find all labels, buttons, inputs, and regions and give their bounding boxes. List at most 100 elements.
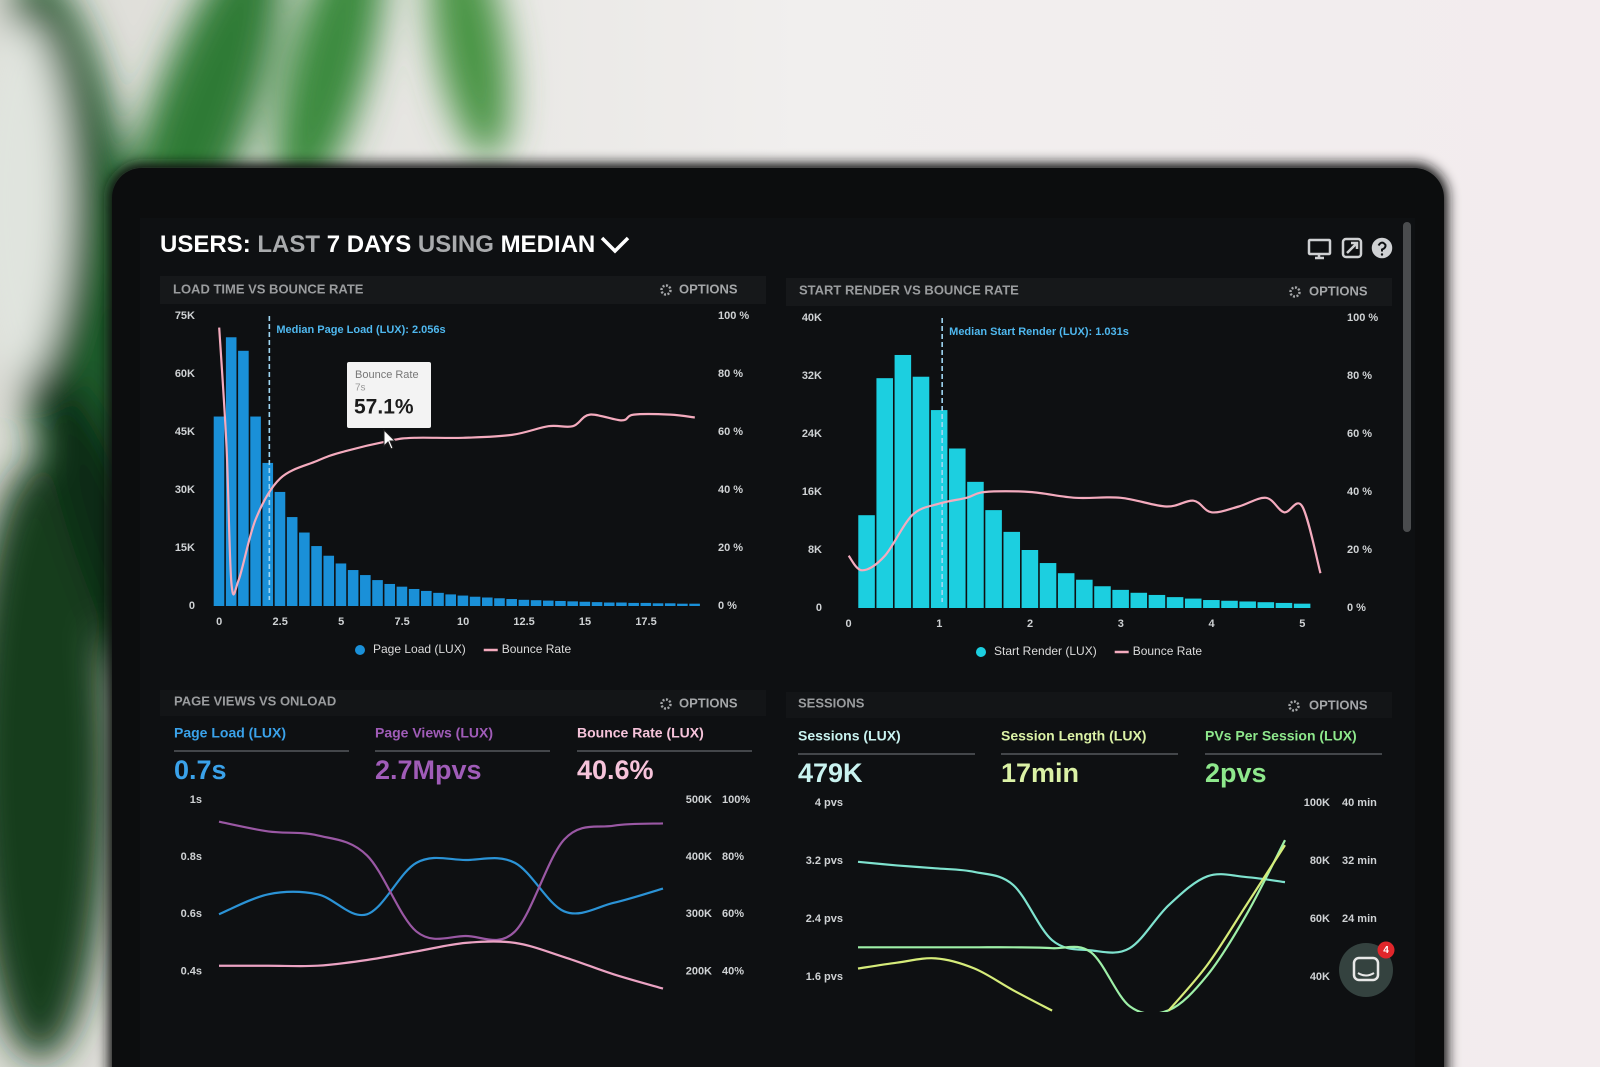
bar [506, 599, 517, 606]
kpi-value: 2pvs [1205, 758, 1267, 788]
options-button[interactable]: OPTIONS [1309, 697, 1368, 712]
kpi-label: Session Length (LUX) [1001, 728, 1146, 744]
bar [335, 563, 347, 606]
title-part: 7 DAYS [327, 231, 412, 258]
x-tick-label: 0 [216, 616, 222, 628]
bar [858, 515, 875, 608]
kpi-value: 479K [798, 758, 863, 788]
y2-tick-label: 0 % [718, 600, 737, 612]
bar [213, 416, 225, 606]
help-icon[interactable] [1371, 237, 1393, 259]
x-tick-label: 1 [936, 618, 942, 630]
monitor-icon[interactable] [1307, 238, 1332, 260]
y-tick-label: 0.6s [181, 908, 202, 920]
x-tick-label: 5 [1299, 618, 1305, 630]
tooltip-value: 57.1% [354, 396, 414, 419]
chart: 4 pvs 3.2 pvs 2.4 pvs 1.6 pvs 100K 80K 60K 40K 4… [806, 797, 1377, 1012]
bar [262, 462, 274, 606]
scrollbar[interactable] [1403, 222, 1411, 532]
y-tick-label: 0 [189, 600, 195, 612]
y-tick-label: 1.6 pvs [806, 971, 843, 983]
bar [967, 481, 984, 608]
y-tick-label: 40K [802, 312, 822, 324]
bar [347, 570, 359, 606]
bar [640, 602, 652, 606]
options-button[interactable]: OPTIONS [679, 281, 738, 296]
bar [1257, 602, 1275, 608]
kpi-value: 17min [1001, 758, 1079, 788]
gear-icon[interactable] [1289, 286, 1301, 298]
x-tick-label: 2 [1027, 618, 1033, 630]
bar [433, 592, 444, 606]
tooltip-box [347, 362, 431, 428]
y3-tick-label: 100% [722, 794, 750, 806]
legend-label: Page Load (LUX) [373, 642, 466, 656]
bar [457, 595, 469, 606]
y2-tick-label: 400K [686, 851, 712, 863]
y-tick-label: 32K [802, 370, 822, 382]
toolbar-icons [1307, 237, 1393, 260]
y-tick-label: 16K [802, 486, 822, 498]
bar [421, 590, 432, 606]
bar [469, 596, 481, 606]
bar [1076, 579, 1093, 608]
line [218, 856, 664, 917]
options-button[interactable]: OPTIONS [679, 695, 738, 710]
x-tick-label: 15 [579, 616, 591, 628]
mouse-cursor [383, 428, 397, 450]
chart: 1s 0.8s 0.6s 0.4s 500K 400K 300K 200K 100% 80% 60%… [181, 794, 750, 990]
bar [677, 603, 688, 606]
bar [494, 598, 505, 606]
y2-tick-label: 40K [1310, 971, 1330, 983]
tooltip-title: Bounce Rate [355, 369, 419, 381]
gear-icon[interactable] [1288, 700, 1300, 712]
y2-tick-label: 0 % [1347, 602, 1366, 614]
bar [1293, 603, 1311, 608]
y-tick-label: 30K [175, 484, 195, 496]
bar [1003, 531, 1021, 608]
y3-tick-label: 60% [722, 908, 744, 920]
y-tick-label: 0.8s [181, 851, 202, 863]
panel-title: LOAD TIME VS BOUNCE RATE [173, 281, 364, 296]
share-icon[interactable] [1341, 237, 1363, 259]
bar [579, 601, 591, 606]
gear-icon[interactable] [660, 284, 672, 296]
legend-swatch [355, 645, 365, 655]
y2-tick-label: 20 % [718, 542, 743, 554]
bar [1094, 586, 1111, 608]
dashboard-title[interactable]: USERS: LAST 7 DAYS USING MEDIAN [160, 231, 595, 258]
charts: Page Load (LUX) 0.7s Page Views (LUX) 2.7Mp… [174, 310, 1382, 1012]
y-tick-label: 2.4 pvs [806, 913, 843, 925]
bar [1184, 598, 1202, 608]
x-tick-label: 4 [1209, 618, 1216, 630]
y3-tick-label: 40 min [1342, 797, 1377, 809]
x-tick-label: 7.5 [394, 616, 409, 628]
legend-label: Bounce Rate [1133, 644, 1203, 658]
options-button[interactable]: OPTIONS [1309, 283, 1368, 298]
bar [408, 588, 420, 606]
bar [985, 510, 1002, 608]
chat-button[interactable]: 4 [1339, 941, 1395, 998]
bar [323, 555, 335, 606]
tooltip: Bounce Rate 7s 57.1% [347, 362, 431, 450]
bar [372, 580, 383, 606]
bar [250, 416, 261, 606]
bar [1021, 550, 1039, 608]
bar [481, 597, 493, 606]
x-tick-label: 10 [457, 616, 469, 628]
bar [1166, 597, 1184, 608]
gear-icon[interactable] [660, 698, 672, 710]
bar [876, 378, 893, 608]
bar [628, 602, 639, 606]
bar [1130, 592, 1148, 608]
kpi-label: Page Load (LUX) [174, 725, 286, 741]
dropdown-chevron[interactable] [600, 236, 630, 254]
y2-tick-label: 80K [1310, 855, 1330, 867]
panel-header [786, 278, 1392, 306]
y2-tick-label: 100 % [1347, 312, 1378, 324]
legend-label: Bounce Rate [502, 642, 572, 656]
chart: 0 15K 30K 45K 60K 75K 0 % 20 % 40 % 60 % 80 % 100 %… [175, 310, 750, 656]
y2-tick-label: 100K [1304, 797, 1330, 809]
y-tick-label: 15K [175, 542, 195, 554]
